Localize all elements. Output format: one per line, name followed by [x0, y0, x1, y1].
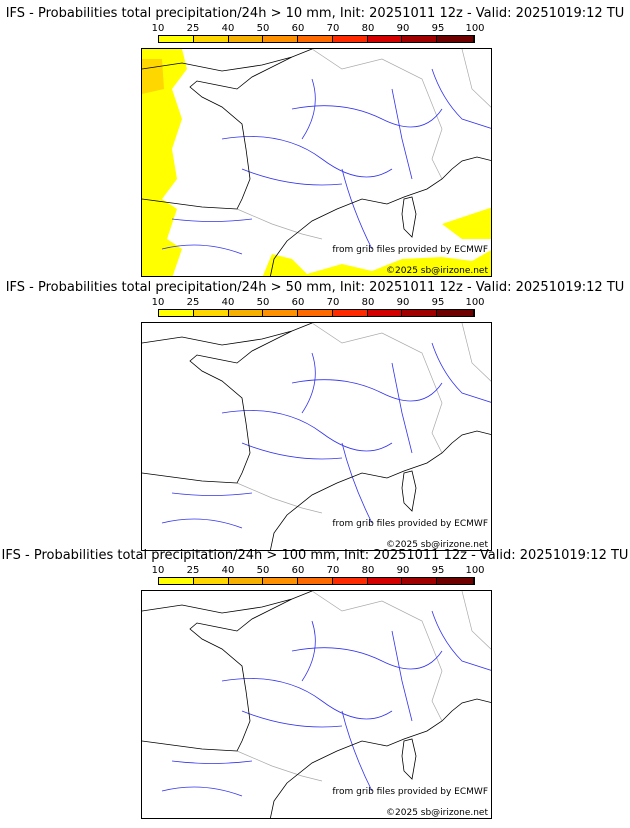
colorbar-segment: [298, 578, 333, 584]
colorbar-tick-label: 100: [465, 565, 485, 576]
colorbar-tick-label: 40: [221, 23, 235, 34]
colorbar: [158, 577, 475, 585]
colorbar-tick-label: 60: [291, 23, 305, 34]
colorbar-segment: [159, 578, 194, 584]
colorbar-segment: [402, 36, 438, 42]
colorbar-segment: [332, 578, 368, 584]
colorbar-segment: [228, 310, 264, 316]
colorbar-segment: [332, 310, 368, 316]
colorbar-tick-label: 100: [465, 23, 485, 34]
colorbar-tick-label: 60: [291, 565, 305, 576]
corsica-coastline: [401, 470, 417, 512]
colorbar-segment: [193, 578, 229, 584]
colorbar-tick-label: 90: [396, 23, 410, 34]
rivers: [161, 610, 491, 797]
colorbar: [158, 35, 475, 43]
colorbar-tick-label: 10: [151, 23, 165, 34]
colorbar-segment: [298, 36, 333, 42]
colorbar-segment: [437, 578, 475, 584]
panel-title: IFS - Probabilities total precipitation/…: [1, 548, 629, 563]
colorbar-segment: [367, 578, 403, 584]
colorbar-tick-label: 95: [431, 297, 445, 308]
colorbar-tick-label: 70: [326, 565, 340, 576]
colorbar-segment: [263, 310, 299, 316]
colorbar-tick-label: 60: [291, 297, 305, 308]
colorbar-tick-label: 90: [396, 565, 410, 576]
colorbar-segment: [228, 578, 264, 584]
copyright: ©2025 sb@irizone.net: [386, 808, 488, 818]
precipitation-map: from grib files provided by ECMWF ©2025 …: [141, 322, 492, 551]
panel-title: IFS - Probabilities total precipitation/…: [5, 280, 625, 295]
colorbar-tick-label: 25: [186, 23, 200, 34]
colorbar-segment: [193, 36, 229, 42]
colorbar-tick-label: 80: [361, 23, 375, 34]
colorbar-ticks: 10 25 40 50 60 70 80 90 95 100: [152, 297, 485, 309]
colorbar: [158, 309, 475, 317]
colorbar-segment: [367, 310, 403, 316]
borders: [236, 49, 491, 240]
colorbar-tick-label: 40: [221, 297, 235, 308]
colorbar-ticks: 10 25 40 50 60 70 80 90 95 100: [152, 23, 485, 35]
colorbar-segment: [402, 310, 438, 316]
colorbar-segment: [437, 36, 475, 42]
coastline: [142, 49, 491, 276]
forecast-panel: IFS - Probabilities total precipitation/…: [0, 548, 630, 819]
coastline: [142, 591, 491, 818]
colorbar-ticks: 10 25 40 50 60 70 80 90 95 100: [152, 565, 485, 577]
precipitation-map: from grib files provided by ECMWF ©2025 …: [141, 48, 492, 277]
rivers: [161, 68, 491, 255]
colorbar-tick-label: 80: [361, 297, 375, 308]
colorbar-tick-label: 80: [361, 565, 375, 576]
colorbar-segment: [437, 310, 475, 316]
colorbar-tick-label: 25: [186, 565, 200, 576]
source-credit: from grib files provided by ECMWF: [332, 787, 488, 797]
colorbar-segment: [263, 578, 299, 584]
borders: [236, 591, 491, 782]
colorbar-tick-label: 70: [326, 297, 340, 308]
copyright: ©2025 sb@irizone.net: [386, 266, 488, 276]
colorbar-segment: [159, 310, 194, 316]
copyright: ©2025 sb@irizone.net: [386, 540, 488, 550]
colorbar-segment: [367, 36, 403, 42]
colorbar-segment: [263, 36, 299, 42]
colorbar-tick-label: 10: [151, 297, 165, 308]
colorbar-tick-label: 90: [396, 297, 410, 308]
colorbar-segment: [402, 578, 438, 584]
forecast-panel: IFS - Probabilities total precipitation/…: [0, 280, 630, 551]
colorbar-tick-label: 100: [465, 297, 485, 308]
colorbar-tick-label: 95: [431, 565, 445, 576]
source-credit: from grib files provided by ECMWF: [332, 245, 488, 255]
colorbar-segment: [159, 36, 194, 42]
colorbar-segment: [228, 36, 264, 42]
colorbar-tick-label: 40: [221, 565, 235, 576]
map-canvas: [142, 323, 491, 550]
colorbar-segment: [193, 310, 229, 316]
precip-area: [142, 49, 491, 276]
corsica-coastline: [401, 738, 417, 780]
forecast-panel: IFS - Probabilities total precipitation/…: [0, 6, 630, 277]
colorbar-segment: [332, 36, 368, 42]
colorbar-tick-label: 70: [326, 23, 340, 34]
source-credit: from grib files provided by ECMWF: [332, 519, 488, 529]
panel-title: IFS - Probabilities total precipitation/…: [5, 6, 625, 21]
colorbar-segment: [298, 310, 333, 316]
borders: [236, 323, 491, 514]
rivers: [161, 342, 491, 529]
coastline: [142, 323, 491, 550]
colorbar-tick-label: 10: [151, 565, 165, 576]
colorbar-tick-label: 50: [256, 297, 270, 308]
map-canvas: [142, 49, 491, 276]
colorbar-tick-label: 50: [256, 23, 270, 34]
map-canvas: [142, 591, 491, 818]
precipitation-map: from grib files provided by ECMWF ©2025 …: [141, 590, 492, 819]
colorbar-tick-label: 25: [186, 297, 200, 308]
colorbar-tick-label: 50: [256, 565, 270, 576]
colorbar-tick-label: 95: [431, 23, 445, 34]
corsica-coastline: [401, 196, 417, 238]
